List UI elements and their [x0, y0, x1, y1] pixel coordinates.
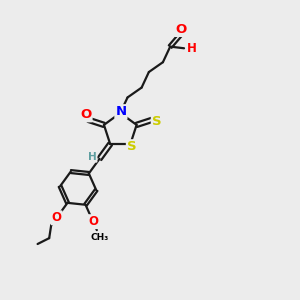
Text: O: O [52, 211, 61, 224]
Text: N: N [116, 105, 127, 118]
Text: O: O [80, 108, 92, 121]
Text: O: O [175, 23, 186, 36]
Text: CH₃: CH₃ [91, 233, 109, 242]
Text: S: S [152, 115, 161, 128]
Text: O: O [88, 215, 98, 228]
Text: H: H [186, 42, 196, 55]
Text: H: H [88, 152, 97, 162]
Text: S: S [127, 140, 136, 153]
